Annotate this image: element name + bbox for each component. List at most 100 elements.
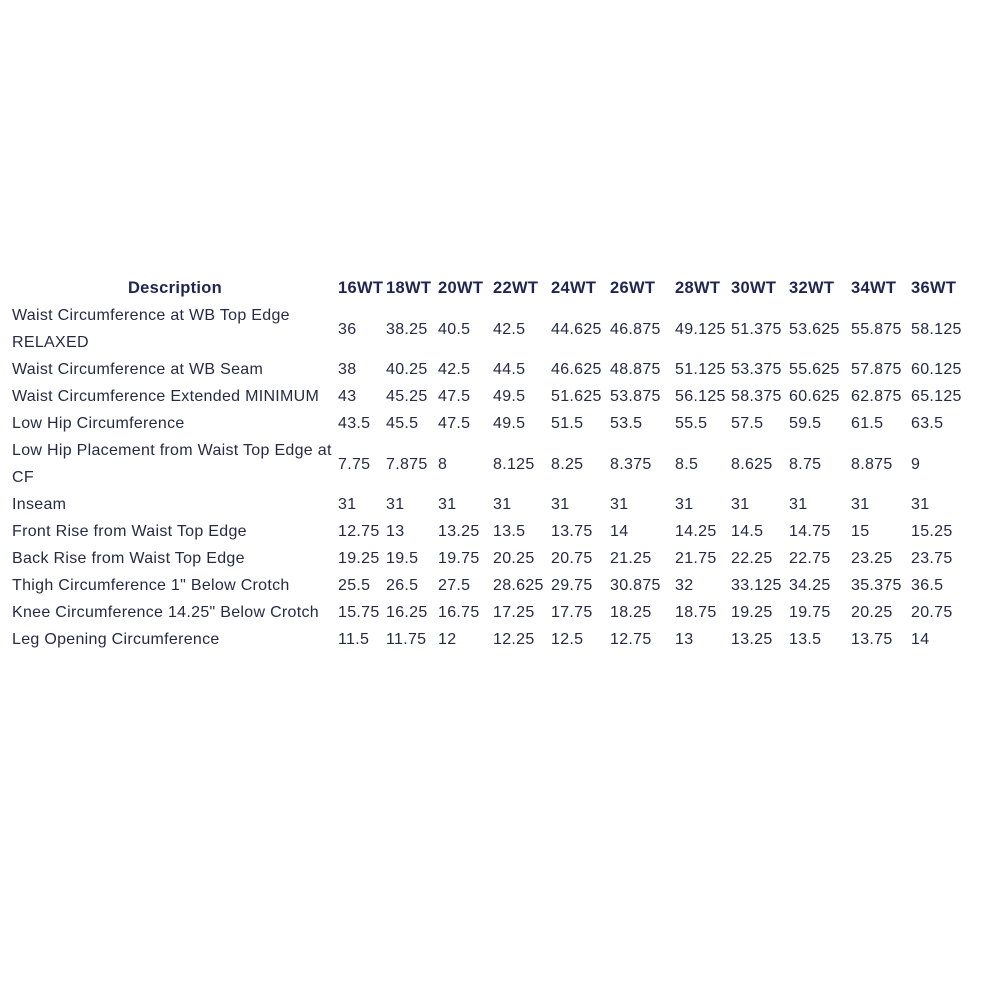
measurement-value: 11.75 <box>386 631 427 648</box>
measurement-value: 45.5 <box>386 415 419 432</box>
measurement-description: Low Hip Circumference <box>12 415 185 432</box>
size-header: 24WT <box>551 279 597 297</box>
measurement-row: Waist Circumference at WB Seam 38 40.25 42.… <box>12 356 971 383</box>
measurement-value: 36.5 <box>911 577 944 594</box>
measurement-value: 13 <box>675 631 694 648</box>
measurement-value: 8.875 <box>851 455 893 473</box>
size-header: 34WT <box>851 279 897 297</box>
measurement-value: 47.5 <box>438 415 471 432</box>
measurement-value: 42.5 <box>438 361 471 378</box>
measurement-value: 51.375 <box>731 320 782 338</box>
measurement-value: 49.5 <box>493 415 526 432</box>
measurement-value: 17.75 <box>551 604 593 621</box>
measurement-value: 43.5 <box>338 415 371 432</box>
measurement-value: 53.375 <box>731 361 782 378</box>
size-header: 22WT <box>493 279 539 297</box>
measurement-row: Low Hip Placement from Waist Top Edge at… <box>12 437 971 491</box>
size-header: 30WT <box>731 279 777 297</box>
measurement-value: 44.625 <box>551 320 602 338</box>
measurement-value: 13.75 <box>851 631 893 648</box>
measurement-value: 13.25 <box>731 631 773 648</box>
measurement-value: 20.25 <box>851 604 893 621</box>
measurement-value: 31 <box>731 496 750 513</box>
measurement-value: 14 <box>911 631 930 648</box>
measurement-value: 26.5 <box>386 577 419 594</box>
measurement-value: 48.875 <box>610 361 661 378</box>
measurement-description: Inseam <box>12 496 67 513</box>
measurement-value: 11.5 <box>338 631 370 648</box>
measurement-value: 19.5 <box>386 550 419 567</box>
measurement-value: 53.5 <box>610 415 643 432</box>
measurement-value: 59.5 <box>789 415 822 432</box>
measurement-value: 22.75 <box>789 550 831 567</box>
description-header: Description <box>127 279 223 297</box>
measurement-description: Thigh Circumference 1" Below Crotch <box>12 577 290 594</box>
measurement-value: 32 <box>675 577 694 594</box>
measurement-value: 15 <box>851 523 870 540</box>
measurement-value: 47.5 <box>438 388 471 405</box>
measurement-value: 31 <box>493 496 512 513</box>
measurement-value: 51.5 <box>551 415 584 432</box>
measurement-value: 8.375 <box>610 455 652 473</box>
measurement-value: 49.125 <box>675 320 726 338</box>
measurement-value: 31 <box>551 496 570 513</box>
measurement-value: 20.75 <box>551 550 593 567</box>
measurement-description: Waist Circumference at WB Seam <box>12 361 264 378</box>
measurement-value: 31 <box>438 496 457 513</box>
measurement-value: 31 <box>338 496 357 513</box>
measurement-value: 13.25 <box>438 523 480 540</box>
measurement-value: 44.5 <box>493 361 526 378</box>
measurement-value: 31 <box>851 496 870 513</box>
measurement-value: 62.875 <box>851 388 902 405</box>
measurement-value: 15.75 <box>338 604 380 621</box>
measurement-value: 18.75 <box>675 604 717 621</box>
measurement-row: Knee Circumference 14.25" Below Crotch 15… <box>12 599 971 626</box>
measurement-value: 8.625 <box>731 455 773 473</box>
measurement-value: 12.5 <box>551 631 584 648</box>
measurement-row: Leg Opening Circumference 11.5 11.75 12 12.2… <box>12 626 971 653</box>
measurement-value: 56.125 <box>675 388 726 405</box>
measurement-description: Back Rise from Waist Top Edge <box>12 550 245 567</box>
measurement-value: 31 <box>386 496 405 513</box>
measurement-value: 31 <box>675 496 694 513</box>
measurement-value: 20.75 <box>911 604 953 621</box>
measurement-row: Back Rise from Waist Top Edge 19.25 19.5 19… <box>12 545 971 572</box>
measurement-value: 58.125 <box>911 320 962 338</box>
measurement-value: 14.75 <box>789 523 831 540</box>
size-header: 32WT <box>789 279 835 297</box>
measurement-value: 8.5 <box>675 455 699 473</box>
measurement-value: 55.875 <box>851 320 902 338</box>
measurement-value: 12 <box>438 631 457 648</box>
measurement-value: 57.875 <box>851 361 902 378</box>
measurement-value: 38.25 <box>386 320 428 338</box>
measurement-value: 19.25 <box>731 604 773 621</box>
measurement-value: 51.125 <box>675 361 726 378</box>
measurement-value: 8.75 <box>789 455 822 473</box>
measurement-value: 21.75 <box>675 550 717 567</box>
size-header: 36WT <box>911 279 957 297</box>
measurement-value: 61.5 <box>851 415 884 432</box>
measurement-value: 46.625 <box>551 361 602 378</box>
measurement-value: 42.5 <box>493 320 526 338</box>
measurement-value: 23.75 <box>911 550 953 567</box>
measurement-description: Waist Circumference Extended MINIMUM <box>12 388 320 405</box>
measurement-value: 13.75 <box>551 523 593 540</box>
size-header: 16WT <box>338 279 384 297</box>
measurement-value: 28.625 <box>493 577 544 594</box>
measurement-value: 7.875 <box>386 455 428 473</box>
measurement-value: 40.5 <box>438 320 471 338</box>
measurement-value: 13 <box>386 523 405 540</box>
measurement-value: 17.25 <box>493 604 535 621</box>
measurement-value: 8.25 <box>551 455 584 473</box>
measurement-value: 13.5 <box>493 523 526 540</box>
measurement-value: 16.75 <box>438 604 480 621</box>
measurement-value: 51.625 <box>551 388 602 405</box>
measurement-value: 34.25 <box>789 577 831 594</box>
measurement-value: 14.5 <box>731 523 764 540</box>
size-header: 20WT <box>438 279 484 297</box>
measurement-value: 19.75 <box>438 550 480 567</box>
measurement-value: 7.75 <box>338 455 371 473</box>
measurement-value: 19.25 <box>338 550 380 567</box>
size-header: 26WT <box>610 279 656 297</box>
measurement-value: 31 <box>911 496 930 513</box>
